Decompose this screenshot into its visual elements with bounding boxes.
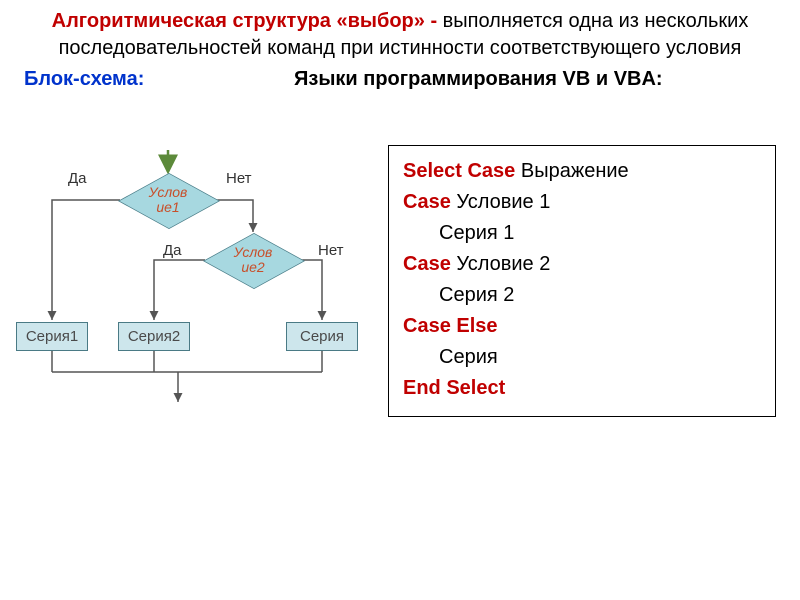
txt-cond-2: Условие 2	[456, 253, 550, 275]
code-line-3: Серия 1	[403, 218, 761, 249]
condition-1: Условие1	[118, 172, 218, 228]
label-yes-1: Да	[68, 170, 87, 187]
label-no-2: Нет	[318, 242, 344, 259]
kw-case-else: Case Else	[403, 315, 498, 337]
code-line-1: Select Case Выражение	[403, 156, 761, 187]
kw-case-2: Case	[403, 253, 456, 275]
kw-end-select: End Select	[403, 377, 505, 399]
code-line-8: End Select	[403, 373, 761, 404]
code-line-6: Case Else	[403, 311, 761, 342]
code-line-4: Case Условие 2	[403, 249, 761, 280]
label-no-1: Нет	[226, 170, 252, 187]
txt-series-2: Серия 2	[403, 280, 514, 311]
kw-select-case: Select Case	[403, 160, 521, 182]
txt-series-1: Серия 1	[403, 218, 514, 249]
flowchart-diagram: Да Нет Да Нет Условие1 Условие2 Серия1 С…	[8, 150, 378, 420]
code-line-7: Серия	[403, 342, 761, 373]
code-box: Select Case Выражение Case Условие 1 Сер…	[388, 145, 776, 417]
page-header: Алгоритмическая структура «выбор» - выпо…	[0, 0, 800, 62]
condition-1-text: Условие1	[149, 185, 188, 214]
series-1-box: Серия1	[16, 322, 88, 351]
subtitle-languages: Языки программирования VB и VBA:	[284, 68, 776, 91]
txt-expression: Выражение	[521, 160, 629, 182]
condition-2-text: Условие2	[234, 245, 273, 274]
label-yes-2: Да	[163, 242, 182, 259]
sub-titles-row: Блок-схема: Языки программирования VB и …	[0, 62, 800, 91]
header-title-red: Алгоритмическая структура «выбор» -	[52, 10, 443, 32]
condition-2: Условие2	[203, 232, 303, 288]
txt-cond-1: Условие 1	[456, 191, 550, 213]
code-line-2: Case Условие 1	[403, 187, 761, 218]
kw-case-1: Case	[403, 191, 456, 213]
subtitle-flowchart: Блок-схема:	[24, 68, 284, 91]
series-2-box: Серия2	[118, 322, 190, 351]
code-line-5: Серия 2	[403, 280, 761, 311]
series-else-box: Серия	[286, 322, 358, 351]
txt-series-else: Серия	[403, 342, 498, 373]
